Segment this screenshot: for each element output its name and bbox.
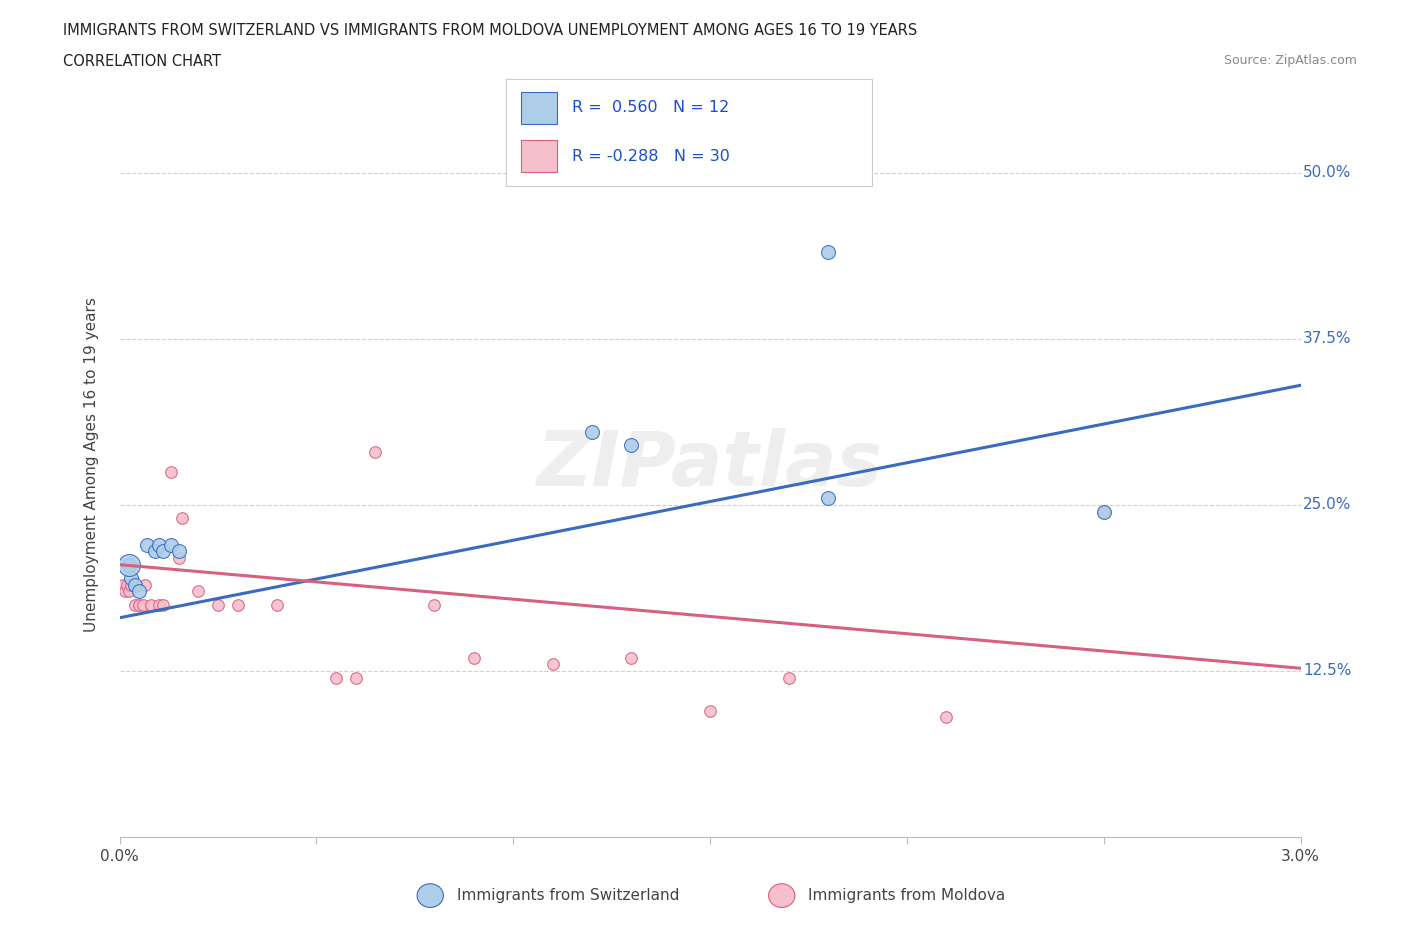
- Point: [172, 511, 194, 525]
- Point: [620, 650, 643, 665]
- Point: [120, 578, 142, 592]
- Point: [541, 657, 564, 671]
- Point: [152, 597, 174, 612]
- Point: [699, 703, 721, 718]
- Point: [128, 584, 150, 599]
- Text: R =  0.560   N = 12: R = 0.560 N = 12: [572, 100, 730, 115]
- Point: [187, 584, 209, 599]
- Point: [226, 597, 249, 612]
- Text: 12.5%: 12.5%: [1303, 663, 1351, 678]
- FancyBboxPatch shape: [520, 92, 557, 124]
- Point: [581, 424, 603, 439]
- Point: [118, 584, 141, 599]
- Point: [152, 544, 174, 559]
- Point: [117, 578, 139, 592]
- Text: 25.0%: 25.0%: [1303, 498, 1351, 512]
- Point: [167, 544, 190, 559]
- Ellipse shape: [418, 884, 443, 908]
- Point: [167, 551, 190, 565]
- Point: [159, 538, 181, 552]
- Point: [134, 578, 156, 592]
- Point: [118, 557, 141, 572]
- Ellipse shape: [769, 884, 794, 908]
- Point: [817, 245, 839, 259]
- Text: Immigrants from Switzerland: Immigrants from Switzerland: [457, 888, 679, 903]
- Point: [120, 570, 142, 585]
- Text: R = -0.288   N = 30: R = -0.288 N = 30: [572, 149, 730, 164]
- Point: [114, 584, 136, 599]
- Point: [112, 578, 135, 592]
- Point: [148, 538, 170, 552]
- Point: [1092, 504, 1115, 519]
- Text: 37.5%: 37.5%: [1303, 331, 1351, 346]
- Text: CORRELATION CHART: CORRELATION CHART: [63, 54, 221, 69]
- Point: [620, 438, 643, 453]
- Point: [124, 597, 146, 612]
- Y-axis label: Unemployment Among Ages 16 to 19 years: Unemployment Among Ages 16 to 19 years: [84, 298, 98, 632]
- Point: [128, 597, 150, 612]
- Point: [136, 538, 159, 552]
- Point: [344, 671, 367, 685]
- Point: [325, 671, 347, 685]
- Text: Source: ZipAtlas.com: Source: ZipAtlas.com: [1223, 54, 1357, 67]
- Point: [159, 464, 181, 479]
- Point: [132, 597, 155, 612]
- Text: ZIPatlas: ZIPatlas: [537, 428, 883, 502]
- Point: [817, 491, 839, 506]
- Point: [463, 650, 485, 665]
- Point: [139, 597, 162, 612]
- Point: [1092, 504, 1115, 519]
- Point: [148, 597, 170, 612]
- Point: [423, 597, 446, 612]
- Text: IMMIGRANTS FROM SWITZERLAND VS IMMIGRANTS FROM MOLDOVA UNEMPLOYMENT AMONG AGES 1: IMMIGRANTS FROM SWITZERLAND VS IMMIGRANT…: [63, 23, 918, 38]
- Point: [143, 544, 166, 559]
- Point: [124, 578, 146, 592]
- Point: [266, 597, 288, 612]
- Text: Immigrants from Moldova: Immigrants from Moldova: [808, 888, 1005, 903]
- Point: [935, 710, 957, 724]
- Text: 50.0%: 50.0%: [1303, 166, 1351, 180]
- Point: [778, 671, 800, 685]
- Point: [118, 557, 141, 572]
- FancyBboxPatch shape: [520, 140, 557, 172]
- Point: [207, 597, 229, 612]
- Point: [364, 445, 387, 459]
